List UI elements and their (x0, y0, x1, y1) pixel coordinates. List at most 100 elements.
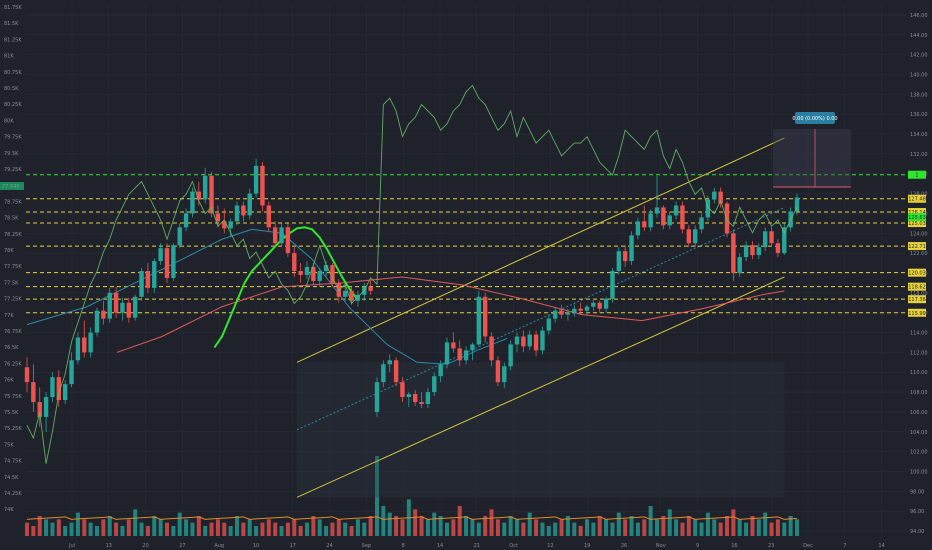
volume-bar (413, 509, 418, 536)
candle-body (584, 306, 590, 311)
candle-body (349, 290, 354, 301)
candle-body (37, 402, 42, 417)
candle-body (616, 251, 622, 271)
volume-bar (387, 512, 392, 536)
left-tick-label: 80.5K (4, 86, 19, 92)
right-tick-label: 136.00 (910, 112, 928, 118)
volume-bar (266, 519, 271, 536)
x-tick-label: 14 (878, 543, 884, 549)
right-tick-label: 138.00 (910, 92, 928, 98)
candle-body (374, 382, 380, 412)
volume-bar (769, 522, 774, 536)
candle-body (743, 245, 749, 258)
candle-body (432, 376, 437, 393)
candle-body (546, 318, 552, 331)
left-tick-label: 81.5K (4, 21, 19, 27)
candle-body (648, 213, 653, 228)
volume-bar (375, 456, 379, 536)
volume-bar (534, 519, 539, 536)
volume-bar (464, 516, 469, 536)
volume-bar (285, 522, 290, 536)
volume-bar (457, 506, 462, 536)
left-tick-label: 75.75K (4, 394, 22, 400)
left-tick-label: 74.25K (4, 491, 22, 497)
volume-bar (616, 512, 621, 536)
candle-body (470, 344, 475, 351)
volume-bar (88, 522, 93, 536)
volume-bar (305, 522, 309, 536)
candlesticks (24, 158, 800, 432)
volume-bar (451, 519, 456, 536)
candle-body (152, 261, 157, 288)
x-tick-label: 13 (106, 543, 112, 549)
right-tick-label: 146.00 (910, 13, 928, 19)
candle-body (126, 302, 132, 318)
candle-body (463, 350, 469, 361)
x-tick-label: 23 (768, 543, 774, 549)
candle-body (629, 235, 634, 262)
candle-body (419, 402, 424, 404)
right-tick-label: 96.00 (910, 509, 924, 515)
position-tool[interactable]: 0.00 (0.00%) 0.00 (773, 112, 851, 188)
volume-bar (572, 522, 577, 536)
channel-upper-line (296, 137, 785, 363)
candle-body (234, 205, 240, 222)
volume-bar (152, 516, 157, 536)
volume-bar (521, 522, 526, 536)
candle-body (393, 360, 399, 383)
volume-bar (432, 512, 437, 536)
candle-body (311, 267, 316, 281)
volume-bar (515, 519, 519, 536)
candle-body (183, 213, 189, 228)
volume-bar (101, 519, 106, 536)
candle-body (673, 205, 679, 216)
candle-body (731, 233, 736, 273)
left-tick-label: 81.75K (4, 5, 22, 11)
candle-body (190, 191, 195, 214)
left-tick-label: 76K (4, 378, 14, 384)
position-label-box (795, 112, 835, 124)
left-tick-label: 79.25K (4, 167, 22, 173)
volume-bar (165, 522, 169, 536)
right-tick-label: 134.00 (910, 132, 928, 138)
left-tick-label: 78.25K (4, 232, 22, 238)
candle-body (750, 245, 755, 256)
candle-body (202, 175, 208, 200)
volume-bar (604, 519, 609, 536)
level-tag (908, 194, 926, 203)
right-tick-label: 112.00 (910, 350, 928, 356)
volume-bar (400, 519, 405, 536)
left-tick-label: 74.5K (4, 475, 19, 481)
candle-body (782, 227, 787, 254)
x-tick-label: Nov (656, 543, 666, 549)
right-tick-label: 110.00 (910, 370, 928, 376)
volume-bar (56, 519, 61, 536)
candle-body (381, 364, 386, 383)
left-tick-label: 78.5K (4, 216, 19, 222)
left-tick-label: 76.25K (4, 361, 22, 367)
candle-body (635, 221, 641, 236)
volume-bar (508, 516, 513, 536)
volume-bar (184, 519, 189, 536)
volume-bar (559, 519, 564, 536)
right-tick-label: 124.00 (910, 231, 928, 237)
level-tag (908, 295, 926, 304)
candle-body (712, 191, 717, 200)
x-tick-label: 9 (696, 543, 699, 549)
level-tag (908, 208, 926, 217)
volume-bar (705, 512, 710, 536)
candle-body (247, 193, 252, 216)
volume-bar (273, 522, 278, 536)
volume-bar (145, 526, 150, 536)
right-tick-label: 132.00 (910, 152, 928, 158)
candle-body (540, 330, 545, 351)
price-tag (908, 213, 926, 222)
volume-bar (489, 509, 494, 536)
volume-bar (196, 516, 201, 536)
volume-bar (126, 519, 131, 536)
left-tick-label: 75.5K (4, 410, 19, 416)
candle-body (260, 165, 265, 206)
candle-body (762, 231, 768, 248)
